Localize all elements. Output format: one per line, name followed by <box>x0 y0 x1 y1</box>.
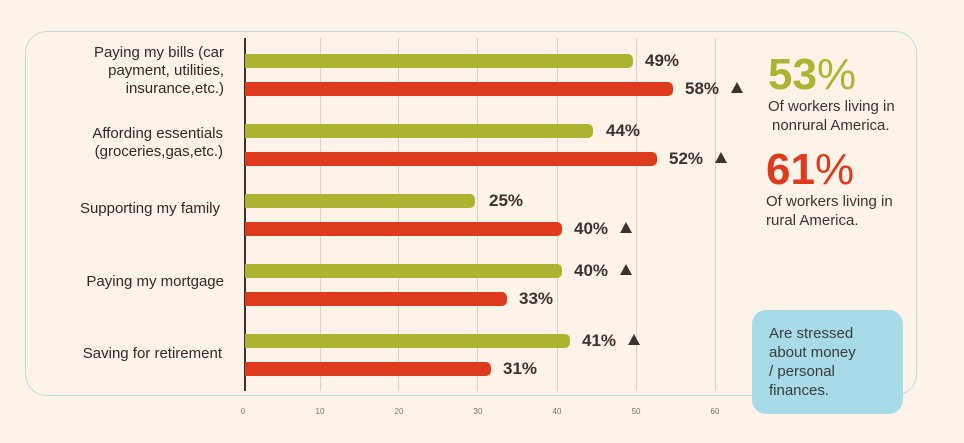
bar-nonrural-family <box>245 194 475 208</box>
value-label: 40% <box>574 219 633 239</box>
x-tick: 20 <box>394 407 404 416</box>
value-label: 41% <box>582 331 641 351</box>
label-line: payment, utilities, <box>108 62 224 79</box>
label-line: Paying my mortgage <box>86 273 224 290</box>
nonrural-stat: 53% <box>768 50 857 99</box>
gridline-30 <box>477 38 478 391</box>
x-tick: 50 <box>631 407 641 416</box>
category-label-family: Supporting my family <box>80 200 220 218</box>
label-line: Supporting my family <box>79 200 220 217</box>
gridline-60 <box>715 38 716 391</box>
gridline-20 <box>398 38 399 391</box>
value-label: 58% <box>685 79 744 99</box>
value-label: 52% <box>669 149 728 169</box>
label-line: (groceries,gas,etc.) <box>94 143 223 160</box>
bar-nonrural-retirement <box>245 334 570 348</box>
rural-stat: 61% <box>766 145 855 194</box>
label-line: Paying my bills (car <box>93 44 224 61</box>
bar-rural-essentials <box>245 152 657 166</box>
bar-nonrural-mortgage <box>245 264 562 278</box>
rural-description: Of workers living in rural America. <box>766 192 893 230</box>
up-triangle-icon <box>731 82 744 93</box>
up-triangle-icon <box>628 334 641 345</box>
bar-rural-bills <box>245 82 673 96</box>
gridline-10 <box>320 38 321 391</box>
nonrural-description: Of workers living in nonrural America. <box>768 97 895 135</box>
category-label-retirement: Saving for retirement <box>83 345 222 363</box>
desc-line: nonrural America. <box>772 117 890 134</box>
up-triangle-icon <box>715 152 728 163</box>
bar-rural-family <box>245 222 562 236</box>
desc-line: rural America. <box>766 212 859 229</box>
stressed-note-box: Are stressed about money / personal fina… <box>752 310 903 414</box>
value-label: 33% <box>519 289 554 308</box>
up-triangle-icon <box>620 264 633 275</box>
x-tick: 40 <box>552 407 562 416</box>
label-line: insurance,etc.) <box>125 80 224 97</box>
x-tick: 30 <box>473 407 483 416</box>
desc-line: Of workers living in <box>766 193 893 210</box>
note-line: Are stressed <box>769 325 854 342</box>
value-label: 25% <box>489 191 524 210</box>
label-line: Affording essentials <box>92 125 223 142</box>
note-line: finances. <box>769 382 830 399</box>
value-label: 31% <box>503 359 538 378</box>
y-axis-line <box>244 38 246 391</box>
category-label-mortgage: Paying my mortgage <box>86 273 224 291</box>
bar-nonrural-essentials <box>245 124 593 138</box>
bar-rural-mortgage <box>245 292 507 306</box>
bar-rural-retirement <box>245 362 491 376</box>
value-label: 49% <box>645 51 680 70</box>
bar-nonrural-bills <box>245 54 633 68</box>
desc-line: Of workers living in <box>768 98 895 115</box>
category-label-bills: Paying my bills (car payment, utilities,… <box>94 44 224 98</box>
note-line: about money <box>769 344 856 361</box>
gridline-50 <box>636 38 637 391</box>
x-tick: 60 <box>710 407 720 416</box>
x-tick: 10 <box>315 407 325 416</box>
value-label: 40% <box>574 261 633 281</box>
up-triangle-icon <box>620 222 633 233</box>
note-line: / personal <box>769 363 835 380</box>
category-label-essentials: Affording essentials (groceries,gas,etc.… <box>92 125 223 161</box>
value-label: 44% <box>606 121 641 140</box>
gridline-40 <box>557 38 558 391</box>
label-line: Saving for retirement <box>82 345 222 362</box>
x-tick: 0 <box>240 407 246 416</box>
